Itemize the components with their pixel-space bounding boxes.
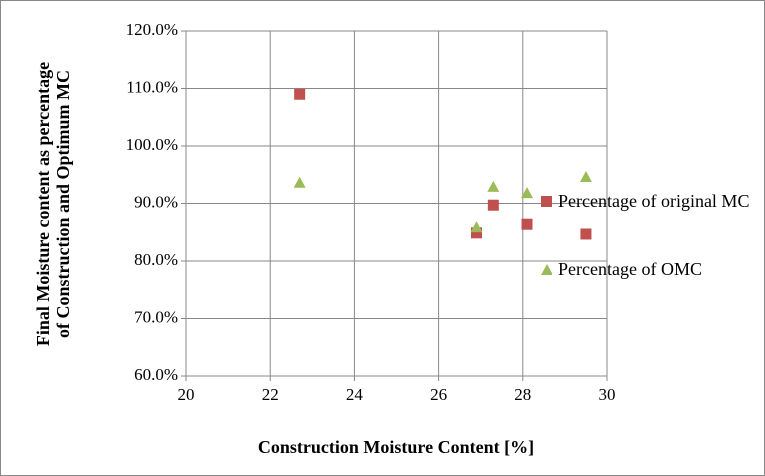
y-tick-label: 110.0% <box>126 77 178 96</box>
y-tick-label: 90.0% <box>134 192 178 211</box>
y-axis-title: of Construction and Optimum MC <box>53 70 73 338</box>
point <box>580 228 592 240</box>
y-tick-label: 60.0% <box>134 365 178 384</box>
legend-marker <box>541 264 552 275</box>
x-tick-label: 20 <box>178 385 195 404</box>
point <box>487 180 500 192</box>
x-tick-label: 28 <box>514 385 531 404</box>
point <box>521 218 533 230</box>
point <box>470 221 483 233</box>
point <box>521 187 534 199</box>
x-tick-label: 22 <box>262 385 279 404</box>
legend-label: Percentage of OMC <box>558 259 702 279</box>
y-tick-label: 70.0% <box>134 307 178 326</box>
x-axis-title: Construction Moisture Content [%] <box>258 437 534 457</box>
x-tick-label: 30 <box>599 385 616 404</box>
y-tick-label: 80.0% <box>134 250 178 269</box>
y-axis-title: Final Moisture content as percentage <box>33 62 53 346</box>
point <box>293 176 306 188</box>
point <box>470 227 482 239</box>
legend-label: Percentage of original MC <box>558 191 750 211</box>
legend-marker <box>541 196 552 207</box>
point <box>294 88 306 100</box>
point <box>487 199 499 211</box>
x-tick-label: 26 <box>430 385 447 404</box>
point <box>579 171 592 183</box>
y-tick-label: 100.0% <box>126 135 178 154</box>
x-tick-label: 24 <box>346 385 364 404</box>
legend-item: Percentage of original MC <box>541 190 764 212</box>
y-tick-label: 120.0% <box>126 20 178 39</box>
legend-item: Percentage of OMC <box>541 258 764 280</box>
